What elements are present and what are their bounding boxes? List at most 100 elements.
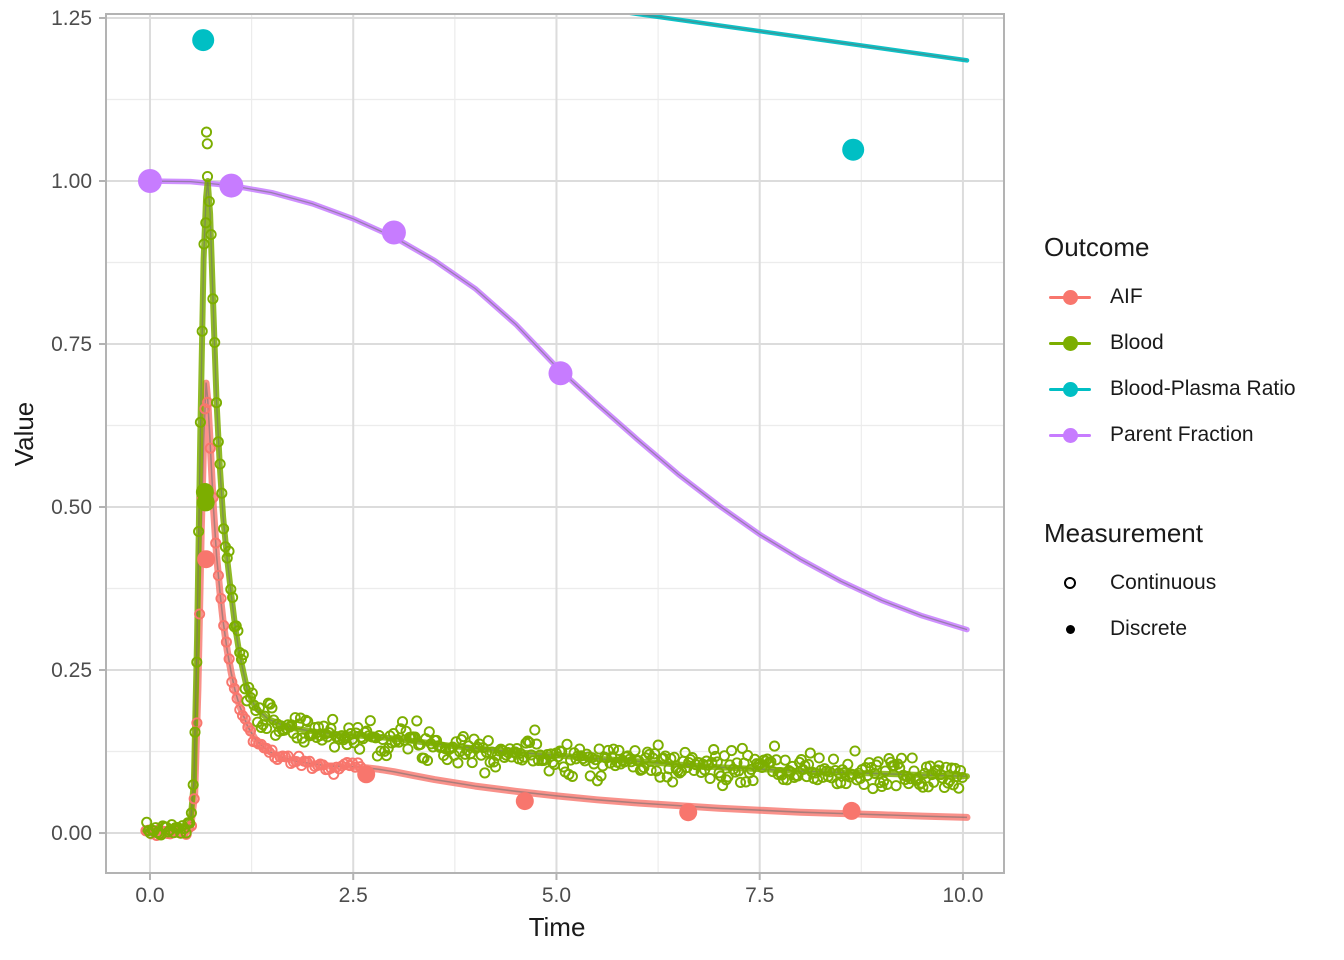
continuous-point-blood [209,336,221,349]
continuous-point-blood [221,552,233,564]
continuous-point-blood [523,737,536,749]
legend-label: Blood-Plasma Ratio [1110,377,1296,400]
continuous-point-blood [184,817,196,829]
x-axis-title: Time [529,912,586,942]
continuous-point-blood [654,771,666,783]
continuous-point-blood [203,195,215,208]
discrete-point-parent-fraction [548,361,573,386]
continuous-point-aif [306,762,318,775]
continuous-point-blood [842,758,854,770]
discrete-point-blood-plasma-ratio [192,29,215,52]
legend-key-blood [1049,333,1091,353]
continuous-point-blood [246,687,258,699]
continuous-point-blood [704,772,716,785]
continuous-point-blood [625,756,637,768]
y-tick-label: 0.50 [51,496,92,519]
fit-core-blood-plasma-ratio [633,14,968,62]
continuous-point-blood [482,735,494,747]
continuous-point-blood [227,591,239,603]
discrete-point-aif [515,792,534,811]
continuous-point-blood [298,736,310,748]
continuous-point-blood [779,754,791,766]
continuous-point-blood [205,228,217,241]
legend-item-blood-plasma-ratio: Blood-Plasma Ratio [1044,366,1296,412]
continuous-point-blood [954,764,967,777]
continuous-point-blood [879,765,891,777]
continuous-point-blood [187,779,199,791]
continuous-point-blood [402,743,414,755]
continuous-point-blood [421,754,434,767]
discrete-point-aif [197,550,216,569]
continuous-point-blood [248,699,260,711]
continuous-point-blood [645,764,657,776]
legend-key-dot-icon [1062,381,1078,397]
continuous-point-blood [956,771,968,784]
continuous-point-aif [218,620,230,632]
continuous-point-blood [804,747,816,759]
continuous-point-blood [928,776,940,788]
continuous-point-blood [613,744,625,756]
legend-item-discrete: Discrete [1044,606,1216,652]
y-tick-label: 0.75 [51,333,92,356]
continuous-point-blood [858,778,870,791]
legend-key-aif [1049,287,1091,307]
continuous-point-blood [475,749,487,761]
continuous-point-blood [200,217,212,229]
continuous-point-blood [230,620,242,632]
continuous-point-blood [777,773,789,786]
continuous-point-blood [876,780,888,793]
discrete-point-aif [679,803,698,822]
continuous-point-blood [489,761,502,773]
discrete-point-blood [196,493,215,512]
continuous-point-blood [726,745,738,757]
legend-key-dot-icon [1062,427,1078,443]
discrete-point-aif [357,765,376,784]
continuous-point-blood [813,752,825,764]
panel-border [105,13,1005,874]
x-tick-label: 2.5 [339,884,368,907]
continuous-point-blood [872,756,884,768]
legend-label: Parent Fraction [1110,423,1254,446]
legend-key-parent-fraction [1049,425,1091,445]
legend-key-discrete [1049,619,1091,639]
continuous-point-blood [811,774,823,786]
continuous-point-blood [479,767,491,779]
continuous-point-blood [895,752,908,764]
continuous-point-blood [733,765,745,777]
continuous-point-blood [189,726,201,738]
continuous-point-blood [218,523,230,535]
continuous-point-blood [658,752,670,764]
continuous-point-blood [210,397,223,409]
continuous-point-blood [193,525,205,538]
continuous-point-blood [667,776,679,788]
continuous-point-blood [604,757,616,769]
continuous-point-blood [767,766,779,778]
continuous-point-blood [185,807,197,819]
legend-label: Continuous [1110,571,1217,594]
y-tick-label: 1.00 [51,170,92,193]
continuous-point-aif [210,537,222,549]
continuous-point-blood [318,720,330,732]
continuous-point-blood [212,436,224,448]
continuous-point-blood [595,770,607,782]
continuous-point-blood [574,743,586,755]
legend-item-parent-fraction: Parent Fraction [1044,412,1296,458]
continuous-point-blood [194,416,206,428]
discrete-point-parent-fraction [219,173,244,198]
continuous-point-blood [266,702,278,714]
continuous-point-blood [380,750,392,762]
continuous-point-blood [708,744,720,756]
continuous-point-blood [207,293,219,305]
discrete-point-parent-fraction [381,220,406,245]
frame-layer [105,13,1005,874]
continuous-point-blood [191,656,203,668]
continuous-point-blood [566,770,578,782]
continuous-point-blood [450,736,462,748]
continuous-point-blood [282,719,294,731]
continuous-point-blood [354,743,366,755]
x-tick-label: 0.0 [135,884,164,907]
continuous-point-aif [226,676,238,688]
continuous-point-blood [629,745,641,757]
continuous-point-aif [231,692,243,704]
